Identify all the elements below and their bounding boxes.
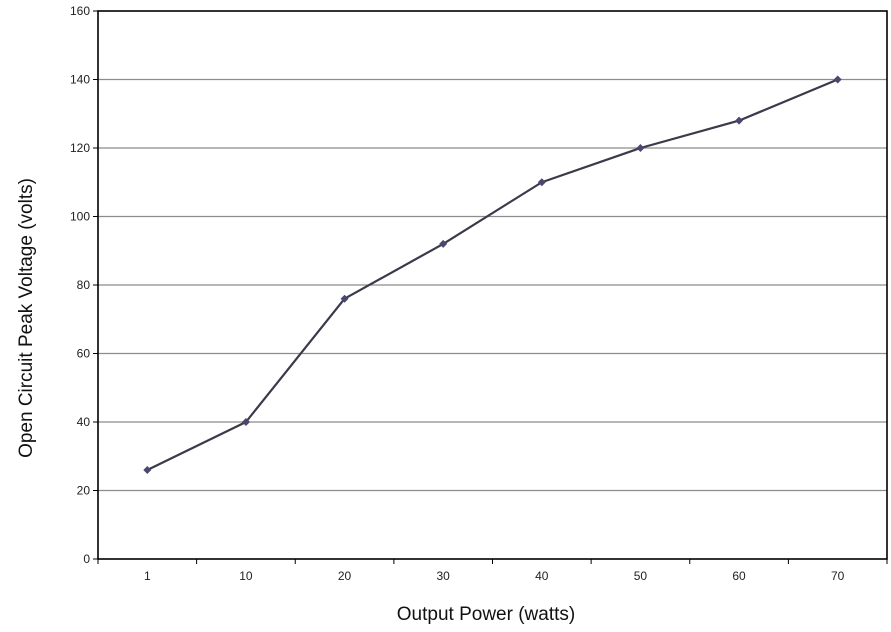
x-tick-label: 50 — [634, 569, 648, 583]
y-tick-label: 40 — [77, 415, 91, 429]
series-voltage — [143, 75, 842, 474]
series-line — [146, 78, 839, 471]
x-tick-label: 70 — [831, 569, 845, 583]
x-tick-label: 30 — [437, 569, 451, 583]
y-axis-title: Open Circuit Peak Voltage (volts) — [16, 178, 37, 458]
axes — [93, 10, 888, 564]
x-tick-label: 40 — [535, 569, 549, 583]
data-point-marker — [636, 144, 645, 152]
y-tick-label: 0 — [83, 552, 90, 566]
x-axis-title: Output Power (watts) — [397, 604, 575, 625]
data-point-marker — [833, 75, 842, 84]
y-tick-label: 140 — [70, 73, 90, 87]
gridlines — [98, 78, 887, 492]
x-tick-label: 60 — [732, 569, 746, 583]
y-tick-label: 100 — [70, 210, 90, 224]
data-point-marker — [537, 178, 546, 187]
y-tick-label: 120 — [70, 141, 90, 155]
y-tick-labels: 0 20 40 60 80 100 120 140 160 — [70, 4, 90, 566]
data-point-marker — [735, 116, 744, 125]
y-tick-label: 60 — [77, 347, 91, 361]
y-tick-label: 20 — [77, 484, 91, 498]
x-tick-label: 1 — [144, 569, 151, 583]
data-point-marker — [340, 294, 349, 303]
y-tick-label: 80 — [77, 278, 91, 292]
x-tick-labels: 1 10 20 30 40 50 60 70 — [144, 569, 845, 583]
x-tick-label: 20 — [338, 569, 352, 583]
data-point-marker — [439, 239, 448, 248]
data-point-marker — [143, 465, 152, 474]
data-point-marker — [241, 418, 250, 426]
x-tick-label: 10 — [239, 569, 253, 583]
y-tick-label: 160 — [70, 4, 90, 18]
